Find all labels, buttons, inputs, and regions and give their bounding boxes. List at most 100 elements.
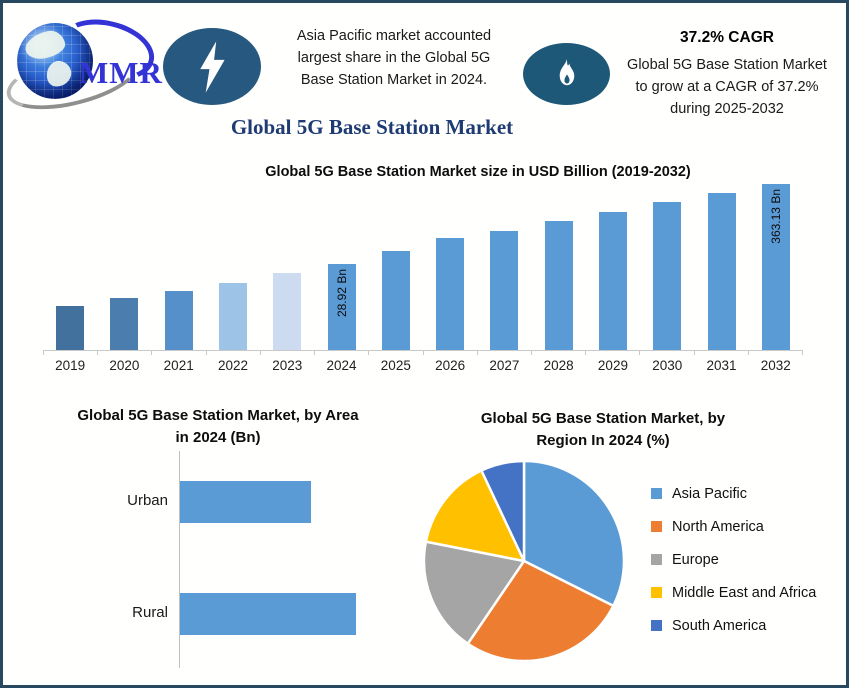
x-axis-label-2026: 2026: [435, 358, 466, 373]
bar-2027: [490, 231, 519, 350]
bar-2021: [164, 291, 193, 350]
market-size-chart: Global 5G Base Station Market size in US…: [3, 158, 846, 388]
pie-plot-area: [422, 459, 626, 663]
area-category-label-urban: Urban: [127, 492, 168, 509]
x-axis-line: [43, 350, 804, 355]
x-axis-label-2022: 2022: [217, 358, 248, 373]
x-axis-label-2019: 2019: [55, 358, 86, 373]
area-chart-title-line: in 2024 (Bn): [175, 429, 261, 446]
legend-label-middle-east-and-africa: Middle East and Africa: [672, 584, 817, 601]
legend-marker-europe: [651, 554, 662, 565]
bar-2020: [110, 298, 139, 350]
bar-2019: [56, 306, 85, 350]
x-axis-tick: [43, 351, 99, 355]
bar-value-label-2024: 28.92 Bn: [334, 269, 349, 318]
legend-marker-middle-east-and-africa: [651, 587, 662, 598]
x-axis-tick: [369, 351, 424, 355]
x-axis-tick: [640, 351, 695, 355]
bar-column-2028: [532, 183, 586, 350]
area-chart: Global 5G Base Station Market, by Area i…: [3, 401, 413, 685]
legend-item-north-america: North America: [651, 516, 816, 537]
bar-column-2027: [477, 183, 531, 350]
lightning-bolt-glyph: [200, 40, 225, 93]
cagr-line: Global 5G Base Station Market: [627, 57, 827, 73]
legend-item-south-america: South America: [651, 615, 816, 636]
legend-marker-south-america: [651, 620, 662, 631]
flame-glyph: [559, 58, 574, 86]
bar-column-2032: 363.13 Bn: [749, 183, 803, 350]
area-bar-urban: [180, 481, 311, 523]
x-axis-label-2031: 2031: [706, 358, 737, 373]
pie-chart-title: Global 5G Base Station Market, by Region…: [438, 408, 768, 452]
pie-legend: Asia Pacific North America Europe Middle Ea…: [651, 483, 816, 648]
pie-slice-middle-east-and-africa: [424, 469, 526, 563]
bar-column-2021: [152, 183, 206, 350]
lightning-icon: [163, 28, 261, 105]
cagr-line: to grow at a CAGR of 37.2%: [635, 79, 819, 95]
x-axis-tick: [586, 351, 641, 355]
bar-column-2025: [369, 183, 423, 350]
legend-label-asia-pacific: Asia Pacific: [672, 485, 747, 502]
area-chart-title-line: Global 5G Base Station Market, by Area: [77, 407, 359, 424]
bar-2022: [218, 283, 247, 350]
highlight-note-line: Asia Pacific market accounted: [296, 28, 492, 44]
legend-item-middle-east-and-africa: Middle East and Africa: [651, 582, 816, 603]
legend-label-north-america: North America: [672, 518, 764, 535]
bar-column-2020: [97, 183, 151, 350]
area-category-label-rural: Rural: [132, 604, 168, 621]
x-axis-tick: [207, 351, 261, 355]
bar-column-2029: [586, 183, 640, 350]
x-axis-label-2020: 2020: [109, 358, 140, 373]
bar-column-2024: 28.92 Bn: [314, 183, 368, 350]
bar-value-label-2032: 363.13 Bn: [768, 189, 783, 244]
pie-chart-title-line: Region In 2024 (%): [536, 432, 670, 449]
highlight-note-line: Base Station Market in 2024.: [300, 72, 488, 88]
bar-2032: 363.13 Bn: [761, 184, 790, 350]
x-axis-tick: [695, 351, 749, 355]
globe-continent-shape: [22, 28, 68, 62]
x-axis-label-2023: 2023: [272, 358, 303, 373]
x-axis-label-2032: 2032: [760, 358, 791, 373]
legend-marker-north-america: [651, 521, 662, 532]
area-chart-y-axis-line: [179, 451, 180, 668]
x-axis-tick: [98, 351, 153, 355]
x-axis-label-2025: 2025: [380, 358, 411, 373]
region-pie-chart: Global 5G Base Station Market, by Region…: [413, 401, 846, 685]
bar-column-2019: [43, 183, 97, 350]
logo-text: MMR: [79, 55, 163, 90]
legend-label-europe: Europe: [672, 551, 719, 568]
bar-column-2031: [694, 183, 748, 350]
x-axis-tick: [749, 351, 804, 355]
mmr-logo: MMR: [3, 10, 167, 121]
flame-icon: [523, 43, 610, 105]
market-size-chart-title: Global 5G Base Station Market size in US…: [265, 164, 691, 180]
legend-label-south-america: South America: [672, 617, 767, 634]
x-axis-tick: [315, 351, 370, 355]
globe-icon: [17, 23, 93, 99]
x-axis-label-2024: 2024: [326, 358, 357, 373]
bar-2031: [707, 193, 736, 350]
legend-item-europe: Europe: [651, 549, 816, 570]
bar-2025: [381, 251, 410, 350]
area-chart-title: Global 5G Base Station Market, by Area i…: [28, 405, 408, 449]
x-axis-tick: [152, 351, 207, 355]
legend-item-asia-pacific: Asia Pacific: [651, 483, 816, 504]
bar-2029: [598, 212, 627, 350]
x-axis-label-2029: 2029: [597, 358, 628, 373]
bar-column-2026: [423, 183, 477, 350]
x-axis-labels: 2019 2020 2021 2022 2023 2024 2025 2026 2027 2028…: [43, 358, 803, 373]
pie-slice-north-america: [466, 559, 615, 663]
area-bar-rural: [180, 593, 356, 635]
x-axis-label-2028: 2028: [543, 358, 574, 373]
x-axis-tick: [424, 351, 478, 355]
bar-column-2022: [206, 183, 260, 350]
pie-chart-title-line: Global 5G Base Station Market, by: [480, 410, 726, 427]
x-axis-tick: [261, 351, 316, 355]
cagr-note: 37.2% CAGR Global 5G Base Station Market…: [609, 29, 845, 120]
market-size-plot-area: 28.92 Bn 363.13 Bn: [43, 183, 803, 350]
bar-column-2023: [260, 183, 314, 350]
bar-2026: [436, 238, 465, 350]
cagr-headline: 37.2% CAGR: [680, 29, 774, 46]
highlight-note-line: largest share in the Global 5G: [297, 50, 491, 66]
